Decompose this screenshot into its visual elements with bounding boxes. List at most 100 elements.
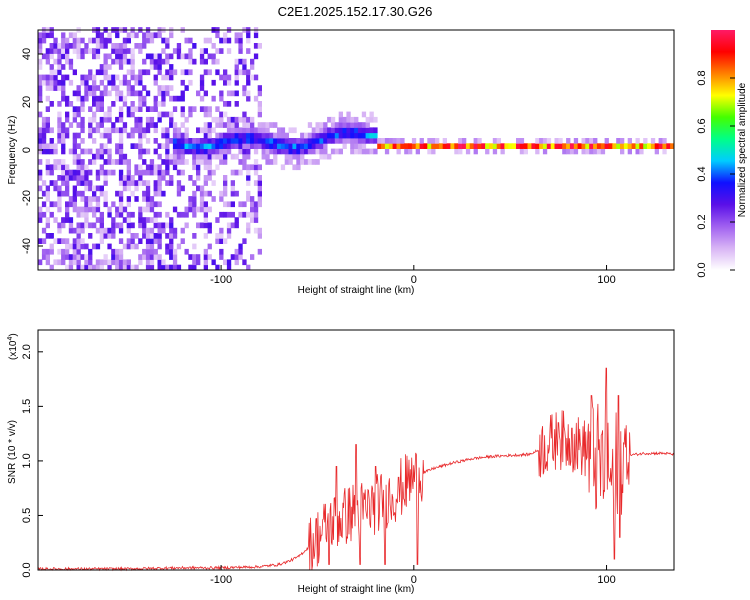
spectrogram-cell — [165, 248, 170, 255]
spectrogram-cell — [76, 85, 81, 91]
spectrogram-cell — [45, 53, 50, 60]
spectrogram-cell — [192, 43, 197, 49]
spectrogram-cell — [107, 116, 112, 123]
spectrogram-cell — [38, 259, 43, 266]
spectrogram-cell — [118, 58, 124, 65]
spectrogram-cell — [111, 259, 116, 266]
spectrogram-cell — [76, 254, 81, 260]
spectrogram-cell — [153, 180, 158, 186]
spectrogram-cell — [145, 122, 151, 128]
spectrogram-cell — [61, 217, 66, 223]
spectrogram-cell — [88, 233, 93, 239]
spectrogram-cell — [142, 32, 147, 39]
spectrogram-cell — [284, 143, 289, 149]
spectrogram-cell — [103, 116, 108, 123]
spectrogram-cell — [118, 138, 124, 144]
spectrogram-cell — [145, 238, 151, 244]
spectrogram-cell — [76, 248, 81, 255]
spectrogram-cell — [72, 90, 77, 97]
spectrogram-cell — [623, 143, 629, 149]
spectrogram-cell — [273, 143, 278, 149]
spectrogram-cell — [45, 159, 50, 165]
spectrogram-cell — [169, 227, 174, 234]
spectrogram-cell — [199, 196, 205, 202]
spectrogram-cell — [223, 190, 228, 197]
multiplier-exponent: 4 — [7, 337, 14, 341]
spectrogram-cell — [103, 175, 108, 181]
spectrogram-cell — [165, 111, 170, 118]
spectrogram-cell — [157, 64, 162, 70]
spectrogram-cell — [172, 148, 178, 155]
spectrogram-cell — [84, 169, 89, 176]
spectrogram-cell — [76, 43, 81, 49]
spectrogram-cell — [226, 211, 232, 218]
spectrogram-cell — [323, 153, 328, 160]
spectrogram-cell — [72, 148, 77, 155]
spectrogram-cell — [365, 148, 370, 155]
spectrogram-cell — [84, 85, 89, 91]
spectrogram-cell — [207, 175, 212, 181]
spectrogram-cell — [38, 90, 43, 97]
spectrogram-cell — [223, 159, 228, 165]
spectrogram-cell — [196, 169, 201, 176]
spectrogram-cell — [103, 254, 108, 260]
spectrogram-cell — [211, 148, 216, 155]
spectrogram-cell — [80, 222, 85, 229]
spectrogram-cell — [199, 185, 205, 192]
spectrogram-cell — [149, 227, 155, 234]
spectrogram-cell — [242, 116, 247, 123]
spectrogram-cell — [238, 69, 243, 76]
spectrogram-cell — [53, 164, 58, 171]
spectrogram-cell — [57, 222, 62, 229]
spectrogram-cell — [620, 143, 625, 149]
spectrogram-cell — [280, 143, 286, 149]
spectrogram-cell — [566, 148, 571, 155]
spectrogram-cell — [153, 164, 158, 171]
spectrogram-cell — [211, 138, 216, 144]
spectrogram-cell — [492, 148, 498, 155]
spectrogram-cell — [654, 143, 659, 149]
spectrogram-cell — [130, 222, 135, 229]
spectrogram-cell — [242, 138, 247, 144]
spectrogram-cell — [153, 64, 158, 70]
spectrogram-cell — [142, 233, 147, 239]
spectrogram-cell — [153, 201, 158, 208]
spectrogram-cell — [431, 148, 436, 155]
spectrogram-cell — [142, 217, 147, 223]
spectrogram-cell — [80, 138, 85, 144]
snr-y-tick-label: 1.0 — [21, 453, 33, 468]
spectrogram-cell — [253, 169, 259, 176]
svg-text:(x104): (x104) — [7, 333, 19, 360]
spectrogram-cell — [284, 148, 289, 155]
spectrogram-cell — [142, 222, 147, 229]
spectrogram-cell — [169, 254, 174, 260]
spectrogram-cell — [138, 90, 143, 97]
spectrogram-cell — [45, 190, 50, 197]
spectrogram-cell — [111, 74, 116, 81]
spectrogram-cell — [169, 95, 174, 102]
spectrogram-cell — [126, 37, 131, 44]
spectrogram-cell — [330, 122, 336, 128]
spectrogram-cell — [130, 58, 135, 65]
spectrogram-cell — [84, 243, 89, 250]
spectrogram-cell — [411, 143, 417, 149]
spectrogram-cell — [149, 196, 155, 202]
spectrogram-cell — [346, 111, 351, 118]
spectrogram-cell — [92, 90, 97, 97]
spectrogram-cell — [157, 164, 162, 171]
spectrogram-cell — [207, 254, 212, 260]
spectrogram-cell — [257, 138, 262, 144]
spectrogram-cell — [203, 211, 208, 218]
spectrogram-cell — [250, 164, 255, 171]
spectrogram-cell — [234, 143, 239, 149]
spectrogram-cell — [365, 132, 370, 139]
spectrogram-cell — [38, 138, 43, 144]
spectrogram-cell — [292, 164, 297, 171]
spectrogram-cell — [72, 185, 77, 192]
spectrogram-cell — [450, 143, 455, 149]
spectrogram-cell — [319, 122, 324, 128]
spectrogram-cell — [188, 201, 193, 208]
spectrogram-cell — [115, 259, 120, 266]
spectrogram-cell — [161, 74, 166, 81]
spectrogram-cell — [234, 259, 239, 266]
